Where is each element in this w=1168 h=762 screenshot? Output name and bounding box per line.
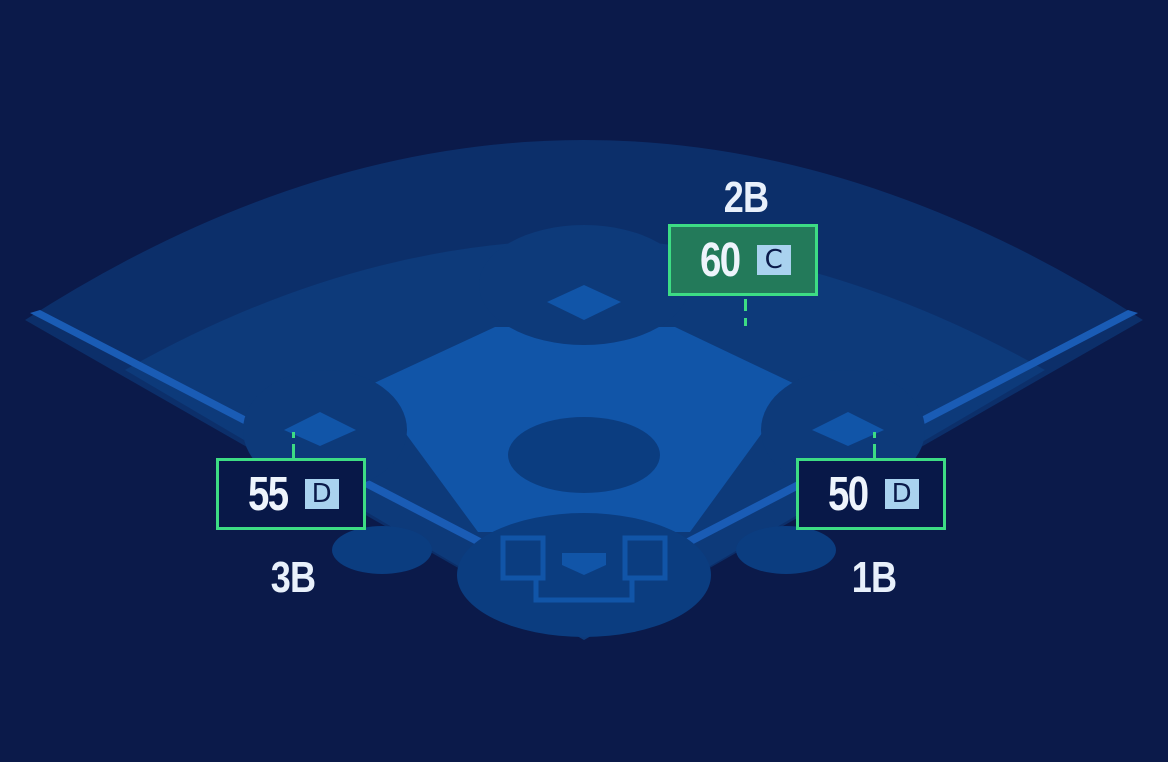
connector [744,318,747,326]
batters-boxes [500,535,668,603]
connector [292,432,295,438]
third-base [284,412,356,446]
position-label-2b: 2B [723,173,769,222]
position-label-1b: 1B [851,553,897,602]
on-deck-circle-right [736,526,836,574]
second-base [547,285,621,320]
first-base [812,412,884,446]
rating-value: 55 [248,467,289,521]
rating-box-2b[interactable]: 60 C [668,224,818,296]
connector [744,299,747,311]
grade-badge: C [756,245,791,275]
grade-badge: D [884,479,919,509]
rating-value: 50 [828,467,869,521]
rating-box-1b[interactable]: 50 D [796,458,946,530]
rating-value: 60 [700,233,741,287]
rating-box-3b[interactable]: 55 D [216,458,366,530]
connector [292,444,295,459]
position-label-3b: 3B [270,553,316,602]
connector [873,432,876,438]
on-deck-circle-left [332,526,432,574]
grade-badge: D [304,479,339,509]
pitchers-mound [508,417,660,493]
connector [873,444,876,459]
home-plate [562,553,606,575]
